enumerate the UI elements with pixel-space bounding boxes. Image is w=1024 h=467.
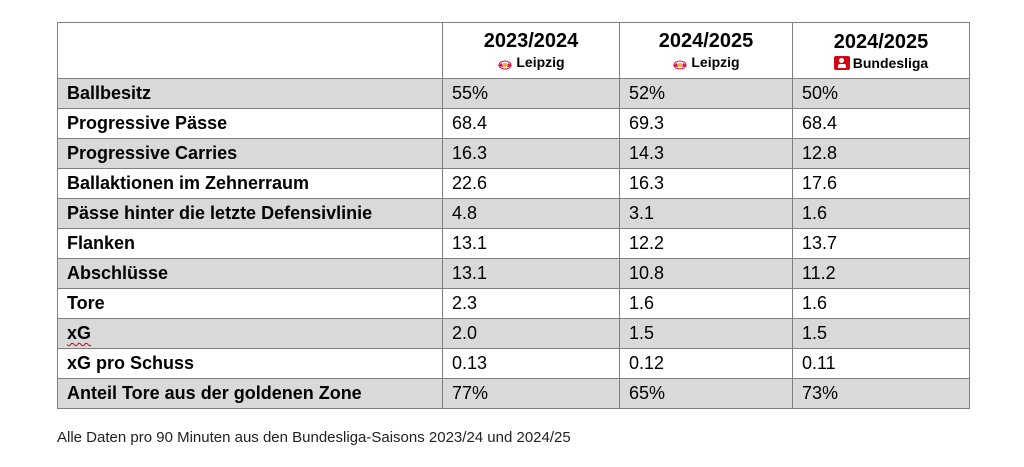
value-cell: 4.8 [442, 198, 620, 229]
row-label: Tore [57, 288, 443, 319]
header-col-1: 2023/2024 Leipzig [442, 22, 620, 79]
footnote: Alle Daten pro 90 Minuten aus den Bundes… [57, 429, 571, 446]
value-cell: 73% [792, 378, 970, 409]
header-col-2: 2024/2025 Leipzig [619, 22, 793, 79]
value-cell: 3.1 [619, 198, 793, 229]
table-row: xG pro Schuss 0.13 0.12 0.11 [57, 348, 970, 379]
rb-leipzig-logo-icon [497, 57, 513, 70]
row-label: Ballaktionen im Zehnerraum [57, 168, 443, 199]
value-cell: 13.1 [442, 228, 620, 259]
row-label: Progressive Pässe [57, 108, 443, 139]
value-cell: 0.12 [619, 348, 793, 379]
table-row: Ballbesitz 55% 52% 50% [57, 78, 970, 109]
value-cell: 55% [442, 78, 620, 109]
value-cell: 52% [619, 78, 793, 109]
season-label: 2023/2024 [483, 30, 579, 52]
stats-table: 2023/2024 Leipzig 2024/2025 Leipzig [57, 22, 970, 409]
value-cell: 12.2 [619, 228, 793, 259]
season-label: 2024/2025 [833, 30, 929, 53]
value-cell: 50% [792, 78, 970, 109]
value-cell: 1.6 [792, 198, 970, 229]
value-cell: 2.0 [442, 318, 620, 349]
table-row: Anteil Tore aus der goldenen Zone 77% 65… [57, 378, 970, 409]
header-empty-cell [57, 22, 443, 79]
row-label: Pässe hinter die letzte Defensivlinie [57, 198, 443, 229]
header-col-3: 2024/2025 Bundesliga [792, 22, 970, 79]
value-cell: 12.8 [792, 138, 970, 169]
team-name: Leipzig [516, 54, 565, 70]
value-cell: 11.2 [792, 258, 970, 289]
table-row: Ballaktionen im Zehnerraum 22.6 16.3 17.… [57, 168, 970, 199]
value-cell: 16.3 [442, 138, 620, 169]
row-label: Progressive Carries [57, 138, 443, 169]
bundesliga-logo-icon [833, 55, 850, 70]
value-cell: 16.3 [619, 168, 793, 199]
team-name: Bundesliga [852, 54, 929, 71]
table-row: Progressive Pässe 68.4 69.3 68.4 [57, 108, 970, 139]
value-cell: 77% [442, 378, 620, 409]
team-name: Leipzig [691, 54, 740, 70]
header-row: 2023/2024 Leipzig 2024/2025 Leipzig [57, 22, 970, 79]
table-header: 2023/2024 Leipzig 2024/2025 Leipzig [57, 22, 970, 79]
team-label: Bundesliga [833, 54, 929, 71]
team-label: Leipzig [497, 54, 565, 70]
value-cell: 65% [619, 378, 793, 409]
value-cell: 69.3 [619, 108, 793, 139]
row-label: Abschlüsse [57, 258, 443, 289]
table-body: Ballbesitz 55% 52% 50% Progressive Pässe… [57, 78, 970, 409]
row-label: Ballbesitz [57, 78, 443, 109]
value-cell: 2.3 [442, 288, 620, 319]
value-cell: 17.6 [792, 168, 970, 199]
value-cell: 1.5 [792, 318, 970, 349]
row-label: xG pro Schuss [57, 348, 443, 379]
table-row: Flanken 13.1 12.2 13.7 [57, 228, 970, 259]
table-row: Abschlüsse 13.1 10.8 11.2 [57, 258, 970, 289]
value-cell: 14.3 [619, 138, 793, 169]
rb-leipzig-logo-icon [672, 57, 688, 70]
value-cell: 13.7 [792, 228, 970, 259]
value-cell: 1.5 [619, 318, 793, 349]
value-cell: 68.4 [442, 108, 620, 139]
table-row: Pässe hinter die letzte Defensivlinie 4.… [57, 198, 970, 229]
value-cell: 1.6 [619, 288, 793, 319]
value-cell: 13.1 [442, 258, 620, 289]
value-cell: 1.6 [792, 288, 970, 319]
team-label: Leipzig [672, 54, 740, 70]
value-cell: 0.11 [792, 348, 970, 379]
row-label: Anteil Tore aus der goldenen Zone [57, 378, 443, 409]
row-label: Flanken [57, 228, 443, 259]
season-label: 2024/2025 [658, 30, 754, 52]
value-cell: 10.8 [619, 258, 793, 289]
value-cell: 0.13 [442, 348, 620, 379]
value-cell: 68.4 [792, 108, 970, 139]
value-cell: 22.6 [442, 168, 620, 199]
table-row: xG 2.0 1.5 1.5 [57, 318, 970, 349]
row-label: xG [57, 318, 443, 349]
table-row: Tore 2.3 1.6 1.6 [57, 288, 970, 319]
table-row: Progressive Carries 16.3 14.3 12.8 [57, 138, 970, 169]
